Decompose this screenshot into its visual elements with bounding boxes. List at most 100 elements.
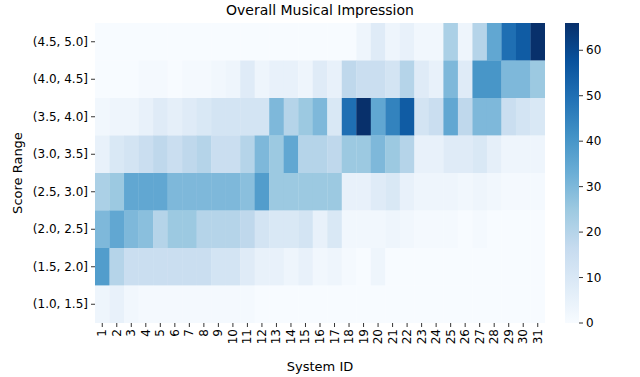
cell	[284, 61, 299, 99]
cell	[197, 136, 212, 174]
cell	[342, 211, 357, 249]
cell	[501, 98, 516, 136]
colorbar-tick-label: 60	[586, 43, 601, 57]
cell	[153, 211, 168, 249]
cell	[458, 286, 473, 324]
x-tick	[145, 323, 146, 327]
cell	[240, 61, 255, 99]
cell	[197, 173, 212, 211]
cell	[226, 173, 241, 211]
cell	[226, 211, 241, 249]
cell	[124, 136, 139, 174]
x-tick	[116, 323, 117, 327]
cell	[400, 23, 415, 61]
y-tick-label: (1.0, 1.5]	[33, 297, 88, 311]
y-tick-label: (4.5, 5.0]	[33, 35, 88, 49]
cell	[458, 61, 473, 99]
cell	[255, 211, 270, 249]
cell	[298, 61, 313, 99]
x-tick-label: 3	[124, 329, 138, 337]
colorbar-tick	[579, 95, 583, 96]
cell	[269, 23, 284, 61]
cell	[284, 136, 299, 174]
cell	[371, 286, 386, 324]
cell	[153, 61, 168, 99]
cell	[211, 61, 226, 99]
cell	[124, 23, 139, 61]
cell	[414, 211, 429, 249]
cell	[284, 286, 299, 324]
cell	[414, 286, 429, 324]
cell	[327, 286, 342, 324]
y-tick-label: (4.0, 4.5]	[33, 72, 88, 86]
cell	[182, 173, 197, 211]
x-tick	[305, 323, 306, 327]
x-tick	[508, 323, 509, 327]
cell	[472, 61, 487, 99]
x-tick-label: 4	[139, 329, 153, 337]
x-tick	[523, 323, 524, 327]
y-tick-label: (2.5, 3.0]	[33, 185, 88, 199]
cell	[124, 61, 139, 99]
cell	[284, 23, 299, 61]
cell	[269, 98, 284, 136]
x-tick	[189, 323, 190, 327]
cell	[139, 136, 154, 174]
cell	[371, 98, 386, 136]
cell	[226, 98, 241, 136]
cell	[139, 173, 154, 211]
cell	[356, 286, 371, 324]
cell	[371, 23, 386, 61]
cell	[327, 173, 342, 211]
cell	[211, 173, 226, 211]
colorbar-tick	[579, 186, 583, 187]
cell	[342, 286, 357, 324]
cell	[110, 248, 125, 286]
cell	[255, 61, 270, 99]
y-axis-label: Score Range	[10, 132, 25, 214]
x-tick-label: 31	[531, 329, 545, 344]
colorbar-tick-label: 30	[586, 180, 601, 194]
cell	[153, 248, 168, 286]
cell	[269, 211, 284, 249]
cell	[313, 61, 328, 99]
cell	[458, 98, 473, 136]
x-tick	[479, 323, 480, 327]
cell	[530, 98, 545, 136]
cell	[298, 173, 313, 211]
cell	[400, 211, 415, 249]
cell	[443, 211, 458, 249]
cell	[197, 248, 212, 286]
cell	[313, 211, 328, 249]
x-tick-label: 15	[298, 329, 312, 344]
cell	[269, 61, 284, 99]
x-tick	[102, 323, 103, 327]
cell	[240, 136, 255, 174]
x-tick-label: 11	[240, 329, 254, 344]
x-tick-label: 18	[342, 329, 356, 344]
x-tick	[392, 323, 393, 327]
cell	[400, 286, 415, 324]
cell	[458, 173, 473, 211]
cell	[255, 248, 270, 286]
x-tick	[203, 323, 204, 327]
cell	[284, 173, 299, 211]
cell	[240, 286, 255, 324]
cell	[313, 98, 328, 136]
cell	[356, 136, 371, 174]
x-tick	[537, 323, 538, 327]
x-tick-label: 23	[415, 329, 429, 344]
x-tick-label: 7	[182, 329, 196, 337]
cells	[95, 23, 545, 323]
cell	[153, 136, 168, 174]
cell	[313, 23, 328, 61]
cell	[139, 61, 154, 99]
cell	[414, 248, 429, 286]
cell	[385, 98, 400, 136]
cell	[226, 23, 241, 61]
cell	[487, 286, 502, 324]
cell	[139, 23, 154, 61]
cell	[240, 248, 255, 286]
cell	[182, 136, 197, 174]
cell	[429, 173, 444, 211]
